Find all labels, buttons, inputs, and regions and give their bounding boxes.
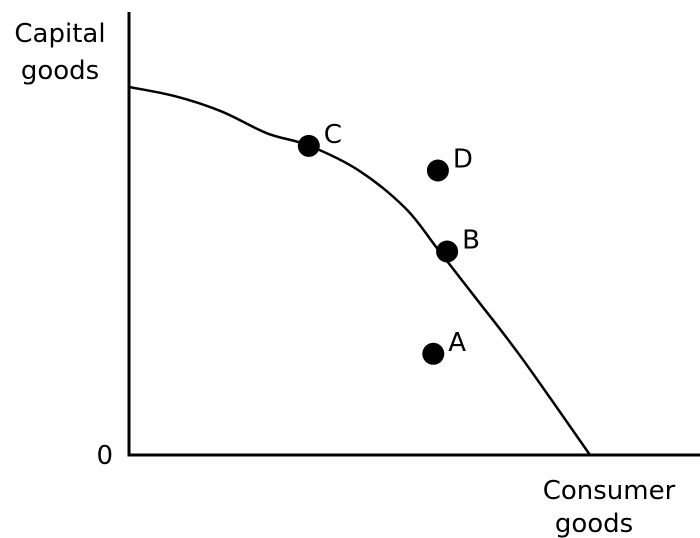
- point-b-label: B: [462, 226, 480, 256]
- point-c-label: C: [324, 120, 342, 150]
- point-b-marker: [436, 240, 459, 263]
- point-a-marker: [422, 342, 445, 365]
- x-axis-title-line-2: goods: [555, 509, 633, 538]
- y-axis-title-line-2: goods: [21, 56, 99, 86]
- points-layer: A B C D: [297, 120, 480, 365]
- y-axis-title-line-1: Capital: [14, 19, 105, 49]
- point-d-marker: [426, 159, 449, 182]
- x-axis-title: Consumer goods: [543, 476, 676, 538]
- point-c-marker: [297, 134, 320, 157]
- x-axis-title-line-1: Consumer: [543, 476, 676, 506]
- point-d-label: D: [453, 145, 473, 175]
- y-axis-title: Capital goods: [14, 19, 105, 86]
- point-a-label: A: [448, 328, 466, 358]
- origin-label: 0: [96, 441, 113, 471]
- ppf-curve: [128, 85, 592, 456]
